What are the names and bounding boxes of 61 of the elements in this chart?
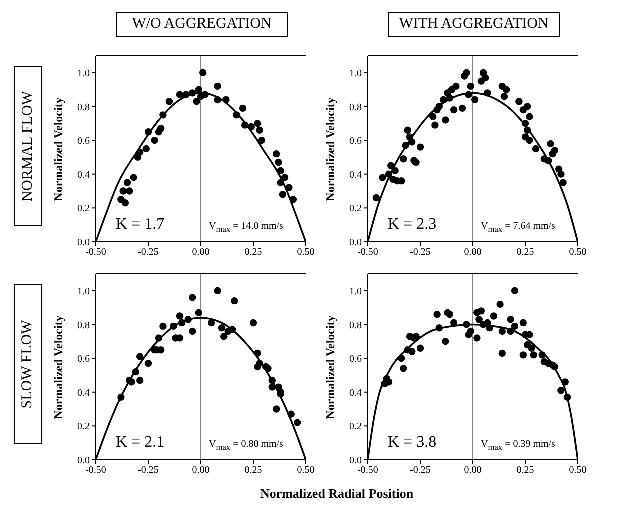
y-tick-label: 0.4 — [350, 170, 362, 181]
y-tick-label: 0.8 — [78, 102, 90, 114]
y-tick-label: 0.0 — [78, 238, 90, 249]
y-axis-title: Normalized Velocity — [52, 315, 66, 419]
y-tick-label: 0.2 — [78, 204, 90, 215]
y-tick-label: 0.6 — [78, 136, 90, 148]
x-tick-label: 0.25 — [244, 465, 262, 476]
y-tick-label: 0.6 — [350, 136, 362, 148]
x-tick-label: -0.50 — [86, 465, 106, 476]
x-tick-label: 0.50 — [297, 465, 315, 476]
x-tick-label: -0.25 — [410, 247, 431, 258]
x-axis-title: Normalized Radial Position — [259, 486, 415, 502]
text: NORMAL FLOW — [20, 90, 36, 202]
y-tick-label: 0.0 — [350, 238, 362, 249]
annotation: K = 2.3 — [388, 216, 437, 234]
y-tick-label: 1.0 — [350, 68, 362, 80]
x-tick-label: -0.25 — [410, 465, 431, 476]
text: SLOW FLOW — [20, 320, 36, 408]
y-tick-label: 0.4 — [350, 388, 362, 399]
annotation: K = 3.8 — [388, 434, 437, 452]
x-tick-label: -0.25 — [138, 247, 159, 258]
y-tick-label: 0.2 — [350, 204, 362, 215]
annotation: K = 2.1 — [116, 434, 165, 452]
x-tick-label: 0.50 — [569, 247, 587, 258]
x-tick-label: 0.00 — [464, 465, 482, 476]
x-tick-label: -0.50 — [86, 247, 106, 258]
x-tick-label: -0.25 — [138, 465, 159, 476]
y-tick-label: 0.4 — [78, 388, 90, 399]
y-tick-label: 1.0 — [78, 286, 90, 298]
x-tick-label: -0.50 — [358, 465, 378, 476]
x-tick-label: 0.00 — [464, 247, 482, 258]
x-tick-label: 0.00 — [192, 465, 210, 476]
annotation: K = 1.7 — [116, 216, 165, 234]
y-tick-label: 1.0 — [78, 68, 90, 80]
x-tick-label: -0.50 — [358, 247, 378, 258]
chart-title: W/O AGGREGATION — [116, 12, 288, 37]
y-tick-label: 0.8 — [78, 320, 90, 332]
y-tick-label: 1.0 — [350, 286, 362, 298]
y-tick-label: 0.8 — [350, 102, 362, 114]
annotation: V$_{max}$ = 7.64 mm/s — [481, 221, 556, 234]
y-tick-label: 0.8 — [350, 320, 362, 332]
y-axis-title: Normalized Velocity — [324, 97, 338, 201]
y-tick-label: 0.0 — [350, 456, 362, 467]
y-tick-label: 0.2 — [350, 422, 362, 433]
annotation: V$_{max}$ = 0.80 mm/s — [209, 439, 284, 452]
x-tick-label: 0.50 — [297, 247, 315, 258]
annotation: V$_{max}$ = 14.0 mm/s — [209, 221, 284, 234]
x-tick-label: 0.00 — [192, 247, 210, 258]
y-tick-label: 0.2 — [78, 422, 90, 433]
x-tick-label: 0.25 — [244, 247, 262, 258]
x-tick-label: 0.50 — [569, 465, 587, 476]
annotation: V$_{max}$ = 0.39 mm/s — [481, 439, 556, 452]
x-tick-label: 0.25 — [516, 465, 534, 476]
x-tick-label: 0.25 — [516, 247, 534, 258]
y-tick-label: 0.0 — [78, 456, 90, 467]
y-axis-title: Normalized Velocity — [52, 97, 66, 201]
y-tick-label: 0.6 — [350, 354, 362, 366]
y-axis-title: Normalized Velocity — [324, 315, 338, 419]
y-tick-label: 0.4 — [78, 170, 90, 181]
chart-title: WITH AGGREGATION — [388, 12, 560, 37]
y-tick-label: 0.6 — [78, 354, 90, 366]
